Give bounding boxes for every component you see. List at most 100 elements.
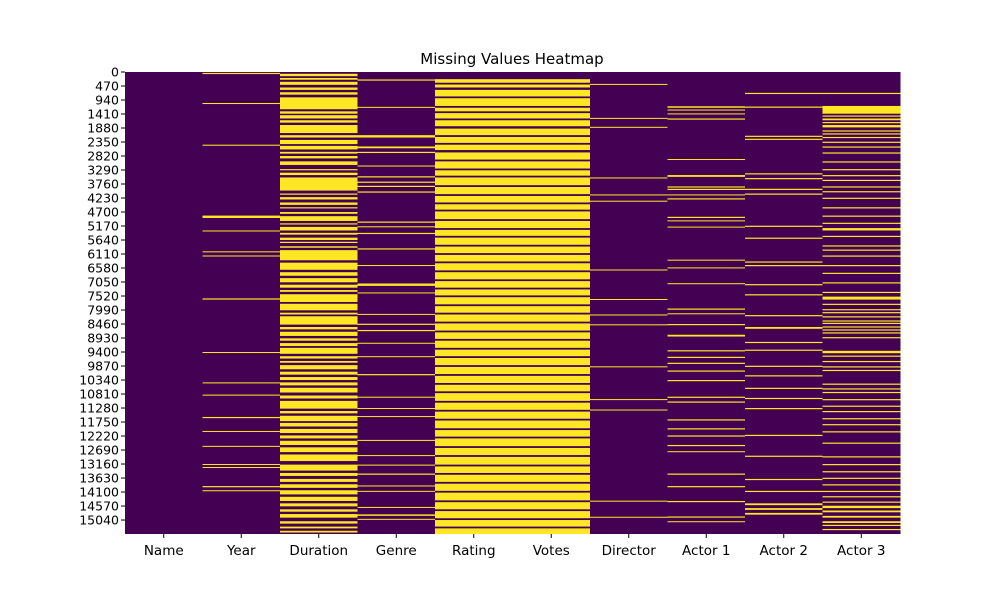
missing-band-actor-3 — [822, 207, 901, 209]
missing-band-actor-1 — [667, 283, 746, 285]
missing-band-duration — [280, 212, 358, 214]
missing-band-actor-3 — [822, 424, 901, 426]
missing-band-year — [202, 467, 281, 469]
missing-band-votes — [512, 402, 591, 410]
x-tick-label-duration: Duration — [289, 543, 348, 559]
missing-band-duration — [280, 484, 358, 488]
missing-band-actor-3 — [822, 477, 901, 479]
y-tick-label: 4700 — [87, 205, 119, 220]
missing-band-actor-3 — [822, 179, 901, 182]
y-tick-label: 11750 — [79, 415, 119, 430]
y-axis: 0470940141018802350282032903760423047005… — [79, 65, 125, 528]
y-tick-label: 10810 — [79, 387, 119, 402]
missing-band-rating — [435, 402, 513, 410]
missing-band-rating — [435, 474, 513, 482]
missing-band-duration — [280, 514, 358, 518]
missing-band-actor-3 — [822, 350, 901, 354]
missing-band-year — [202, 430, 281, 432]
y-tick-label: 4230 — [87, 191, 119, 206]
missing-band-duration — [280, 411, 358, 414]
missing-band-actor-1 — [667, 370, 746, 372]
missing-band-rating — [435, 289, 513, 296]
missing-band-rating — [435, 246, 513, 254]
missing-band-votes — [512, 246, 591, 254]
missing-band-actor-3 — [822, 136, 901, 139]
missing-band-actor-2 — [745, 225, 823, 227]
missing-band-rating — [435, 195, 513, 203]
missing-band-actor-3 — [822, 490, 901, 493]
missing-band-actor-3 — [822, 105, 901, 114]
missing-band-year — [202, 144, 281, 146]
missing-band-duration — [280, 509, 358, 512]
missing-band-votes — [512, 161, 591, 169]
missing-band-actor-3 — [822, 355, 901, 357]
missing-band-genre — [357, 518, 436, 520]
missing-band-genre — [357, 514, 436, 516]
missing-band-duration — [280, 521, 358, 524]
missing-band-duration — [280, 440, 358, 445]
missing-band-genre — [357, 165, 436, 167]
missing-band-duration — [280, 415, 358, 422]
missing-band-genre — [357, 191, 436, 193]
y-tick-label: 470 — [95, 79, 119, 94]
missing-band-actor-1 — [667, 226, 746, 228]
missing-band-rating — [435, 393, 513, 401]
missing-band-director — [590, 83, 668, 85]
missing-band-actor-1 — [667, 113, 746, 115]
y-tick-label: 8930 — [87, 331, 119, 346]
missing-band-duration — [280, 172, 358, 176]
missing-band-actor-2 — [745, 294, 823, 296]
missing-band-director — [590, 126, 668, 128]
missing-band-actor-1 — [667, 158, 746, 160]
missing-band-actor-3 — [822, 388, 901, 390]
missing-band-votes — [512, 128, 591, 136]
missing-band-rating — [435, 186, 513, 195]
missing-band-genre — [357, 176, 436, 178]
missing-band-actor-1 — [667, 175, 746, 177]
missing-band-votes — [512, 511, 591, 519]
missing-band-genre — [357, 283, 436, 286]
y-tick-label: 14570 — [79, 499, 119, 514]
missing-band-duration — [280, 226, 358, 231]
missing-band-votes — [512, 411, 591, 419]
missing-band-actor-3 — [822, 191, 901, 193]
missing-band-duration — [280, 464, 358, 471]
missing-band-actor-3 — [822, 464, 901, 466]
column-actor-2-present — [745, 72, 823, 534]
missing-band-rating — [435, 152, 513, 160]
missing-band-actor-1 — [667, 419, 746, 421]
missing-band-actor-2 — [745, 326, 823, 329]
missing-band-votes — [512, 195, 591, 203]
missing-band-actor-1 — [667, 106, 746, 108]
missing-band-actor-3 — [822, 130, 901, 132]
missing-band-actor-3 — [822, 122, 901, 124]
missing-band-votes — [512, 281, 591, 288]
y-tick-label: 13160 — [79, 457, 119, 472]
missing-band-votes — [512, 272, 591, 280]
missing-band-director — [590, 177, 668, 179]
missing-band-rating — [435, 177, 513, 186]
missing-band-votes — [512, 297, 591, 305]
missing-band-rating — [435, 297, 513, 305]
missing-band-actor-2 — [745, 434, 823, 437]
missing-band-duration — [280, 278, 358, 283]
missing-band-rating — [435, 220, 513, 229]
missing-band-rating — [435, 128, 513, 136]
missing-band-votes — [512, 89, 591, 97]
missing-band-duration — [280, 125, 358, 134]
missing-band-duration — [280, 223, 358, 225]
missing-band-actor-2 — [745, 341, 823, 344]
missing-band-actor-3 — [822, 197, 901, 199]
missing-band-duration — [280, 360, 358, 363]
missing-band-duration — [280, 135, 358, 138]
missing-band-duration — [280, 145, 358, 150]
missing-band-rating — [435, 357, 513, 366]
missing-band-rating — [435, 366, 513, 375]
missing-band-duration — [280, 97, 358, 110]
missing-band-actor-3 — [822, 245, 901, 247]
column-genre-present — [357, 72, 436, 534]
y-tick-label: 9870 — [87, 359, 119, 374]
missing-band-votes — [512, 237, 591, 245]
missing-band-rating — [435, 466, 513, 473]
